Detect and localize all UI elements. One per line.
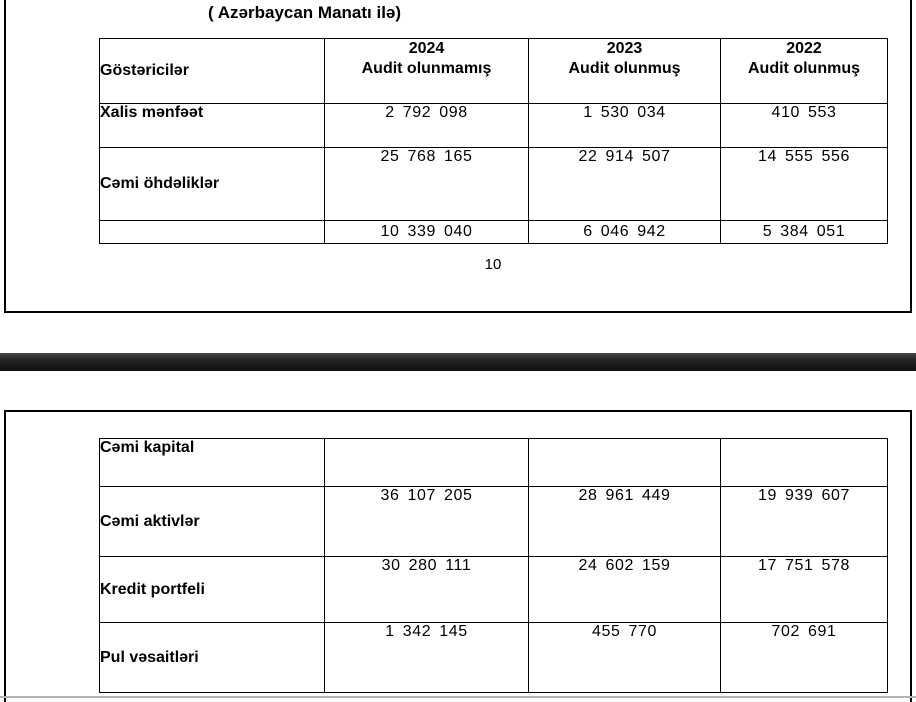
value-cell: 24 602 159 (528, 556, 721, 623)
header-2022: 2022 Audit olunmuş (720, 38, 888, 104)
value-cell (528, 438, 721, 487)
page-number: 10 (484, 256, 502, 273)
header-audit-status: Audit olunmuş (568, 60, 681, 77)
financial-table-page2: Cəmi kapital Cəmi aktivlər 36 107 205 28… (99, 438, 888, 693)
header-year-label: 2023 (606, 40, 643, 57)
header-2023: 2023 Audit olunmuş (528, 38, 721, 104)
row-label-cash-funds: Pul vəsaitləri (99, 622, 325, 693)
value-cell (720, 438, 888, 487)
table-row: 10 339 040 6 046 942 5 384 051 (99, 220, 888, 244)
value-cell: 30 280 111 (324, 556, 529, 623)
value-cell: 19 939 607 (720, 486, 888, 557)
table-header-row: Göstəricilər 2024 Audit olunmamış 2023 A… (99, 38, 888, 104)
value-cell: 14 555 556 (720, 147, 888, 221)
table-row: Kredit portfeli 30 280 111 24 602 159 17… (99, 556, 888, 623)
value-cell: 22 914 507 (528, 147, 721, 221)
viewport-bottom-edge (0, 696, 916, 698)
row-label-total-assets: Cəmi aktivlər (99, 486, 325, 557)
header-2024: 2024 Audit olunmamış (324, 38, 529, 104)
financial-table-page1: Göstəricilər 2024 Audit olunmamış 2023 A… (99, 38, 888, 244)
currency-note-title: ( Azərbaycan Manatı ilə) (208, 3, 402, 22)
value-cell: 17 751 578 (720, 556, 888, 623)
table-row: Pul vəsaitləri 1 342 145 455 770 702 691 (99, 622, 888, 693)
table-row: Cəmi öhdəliklər 25 768 165 22 914 507 14… (99, 147, 888, 221)
value-cell: 455 770 (528, 622, 721, 693)
row-label-total-capital: Cəmi kapital (99, 438, 325, 487)
row-label-net-profit: Xalis mənfəət (99, 103, 325, 148)
value-cell: 28 961 449 (528, 486, 721, 557)
row-label-empty (99, 220, 325, 244)
value-cell: 1 342 145 (324, 622, 529, 693)
header-indicators: Göstəricilər (99, 38, 325, 104)
value-cell: 36 107 205 (324, 486, 529, 557)
value-cell: 702 691 (720, 622, 888, 693)
value-cell: 2 792 098 (324, 103, 529, 148)
table-row: Cəmi kapital (99, 438, 888, 487)
page-separator-bar (0, 353, 916, 371)
value-cell: 10 339 040 (324, 220, 529, 244)
row-label-total-liabilities: Cəmi öhdəliklər (99, 147, 325, 221)
value-cell: 25 768 165 (324, 147, 529, 221)
header-audit-status: Audit olunmamış (361, 60, 492, 77)
row-label-credit-portfolio: Kredit portfeli (99, 556, 325, 623)
table-row: Xalis mənfəət 2 792 098 1 530 034 410 55… (99, 103, 888, 148)
value-cell: 410 553 (720, 103, 888, 148)
document-page-1: ( Azərbaycan Manatı ilə) Göstəricilər 20… (4, 0, 912, 313)
document-page-2: Cəmi kapital Cəmi aktivlər 36 107 205 28… (4, 410, 912, 702)
value-cell (324, 438, 529, 487)
value-cell: 1 530 034 (528, 103, 721, 148)
header-year-label: 2024 (408, 40, 445, 57)
header-year-label: 2022 (786, 40, 822, 57)
header-audit-status: Audit olunmuş (748, 60, 860, 77)
value-cell: 5 384 051 (720, 220, 888, 244)
value-cell: 6 046 942 (528, 220, 721, 244)
table-row: Cəmi aktivlər 36 107 205 28 961 449 19 9… (99, 486, 888, 557)
